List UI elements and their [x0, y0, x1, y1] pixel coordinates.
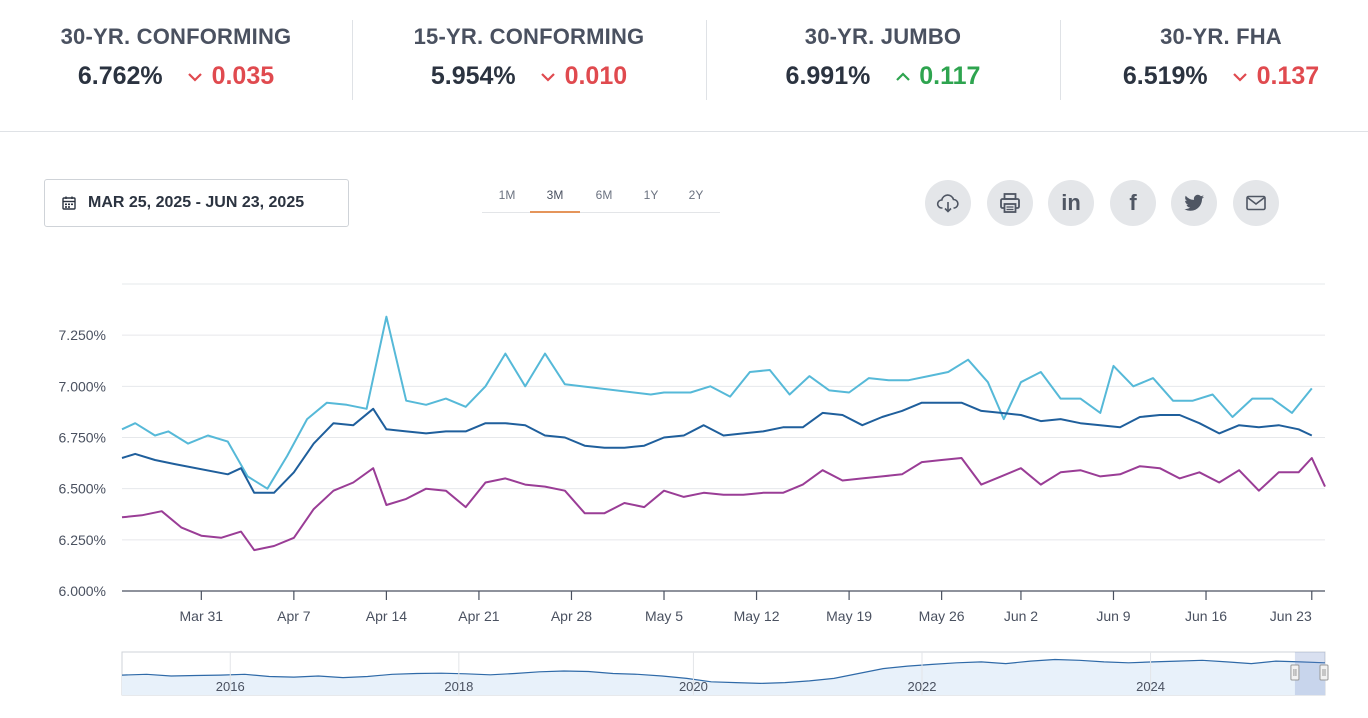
- y-tick-label: 7.250%: [59, 327, 106, 343]
- rate-title: 30-YR. CONFORMING: [60, 24, 292, 49]
- navigator-year-label: 2022: [908, 679, 937, 694]
- linkedin-icon: in: [1061, 190, 1081, 215]
- navigator-area: [122, 659, 1325, 695]
- tab-1m[interactable]: 1M: [498, 188, 516, 202]
- rate-tile-30yr-jumbo[interactable]: 30-YR. JUMBO 6.991% 0.117: [706, 0, 1060, 132]
- mail-icon: [1246, 195, 1266, 211]
- calendar-icon: [62, 196, 76, 210]
- chevron-down-icon: [188, 72, 202, 82]
- period-tabs: 1M 3M 6M 1Y 2Y: [482, 184, 720, 213]
- series-line-1: [121, 315, 1313, 490]
- navigator-year-label: 2020: [679, 679, 708, 694]
- tab-3m[interactable]: 3M: [546, 188, 564, 202]
- chevron-down-icon: [1233, 72, 1247, 82]
- rate-value: 6.519%: [1122, 62, 1208, 90]
- x-tick-label: May 12: [734, 608, 780, 624]
- y-tick-label: 6.750%: [59, 430, 106, 446]
- navigator-year-label: 2024: [1136, 679, 1165, 694]
- x-tick-label: Apr 14: [366, 608, 407, 624]
- chart-grid: [122, 283, 1325, 541]
- chevron-down-icon: [541, 72, 555, 82]
- x-tick-label: Jun 9: [1096, 608, 1130, 624]
- handle-grip[interactable]: [1290, 664, 1300, 681]
- email-button[interactable]: [1233, 180, 1279, 226]
- navigator-year-label: 2016: [216, 679, 245, 694]
- x-tick-label: Apr 7: [277, 608, 311, 624]
- twitter-icon: [1184, 194, 1204, 211]
- rate-tile-30yr-conforming[interactable]: 30-YR. CONFORMING 6.762% 0.035: [0, 0, 352, 132]
- print-icon: [1000, 193, 1020, 213]
- rate-summary-bar: 30-YR. CONFORMING 6.762% 0.035 15-YR. CO…: [0, 0, 1368, 132]
- chevron-up-icon: [896, 71, 910, 81]
- navigator-line: [121, 658, 1326, 685]
- facebook-button[interactable]: f: [1110, 180, 1156, 226]
- x-tick-label: Jun 16: [1185, 608, 1227, 624]
- rate-value: 6.991%: [785, 62, 871, 90]
- handle-grip[interactable]: [1319, 664, 1329, 681]
- rate-title: 15-YR. CONFORMING: [413, 24, 645, 49]
- active-tab-indicator: [530, 211, 580, 213]
- divider: [1060, 20, 1061, 100]
- series-line-3: [121, 457, 1326, 552]
- y-tick-label: 6.000%: [59, 583, 106, 599]
- y-axis: 6.000% 6.250% 6.500% 6.750% 7.000% 7.250%: [59, 327, 106, 599]
- mortgage-rate-chart[interactable]: 6.000% 6.250% 6.500% 6.750% 7.000% 7.250% Mar…: [0, 270, 1368, 718]
- rate-tile-30yr-fha[interactable]: 30-YR. FHA 6.519% 0.137: [1060, 0, 1368, 132]
- x-tick-label: Apr 28: [551, 608, 592, 624]
- x-tick-label: May 5: [645, 608, 683, 624]
- x-tick-label: Jun 23: [1270, 608, 1312, 624]
- rate-title: 30-YR. JUMBO: [804, 24, 962, 49]
- rate-change: 0.137: [1256, 62, 1320, 90]
- rate-change: 0.035: [211, 62, 275, 90]
- x-tick-label: Apr 21: [458, 608, 499, 624]
- x-axis: Mar 31 Apr 7 Apr 14 Apr 21 Apr 28 May 5 May 12…: [122, 590, 1325, 624]
- x-tick-label: May 19: [826, 608, 872, 624]
- rate-title: 30-YR. FHA: [1160, 24, 1282, 49]
- twitter-button[interactable]: [1171, 180, 1217, 226]
- date-range-label: MAR 25, 2025 - JUN 23, 2025: [88, 194, 305, 211]
- navigator-handle[interactable]: [1319, 664, 1329, 681]
- x-tick-label: May 26: [919, 608, 965, 624]
- rate-tile-15yr-conforming[interactable]: 15-YR. CONFORMING 5.954% 0.010: [352, 0, 706, 132]
- rate-value: 5.954%: [430, 62, 516, 90]
- series-line-2: [121, 401, 1313, 494]
- rate-change: 0.117: [919, 62, 981, 90]
- x-tick-label: Jun 2: [1004, 608, 1038, 624]
- print-button[interactable]: [987, 180, 1033, 226]
- rate-change: 0.010: [564, 62, 628, 90]
- y-tick-label: 6.250%: [59, 532, 106, 548]
- tab-6m[interactable]: 6M: [595, 188, 613, 202]
- navigator-handle[interactable]: [1290, 664, 1300, 681]
- linkedin-button[interactable]: in: [1048, 180, 1094, 226]
- facebook-icon: f: [1129, 190, 1137, 215]
- download-button[interactable]: [925, 180, 971, 226]
- navigator-year-label: 2018: [444, 679, 473, 694]
- y-tick-label: 6.500%: [59, 481, 106, 497]
- date-range-picker[interactable]: MAR 25, 2025 - JUN 23, 2025: [44, 179, 349, 227]
- tab-1y[interactable]: 1Y: [643, 188, 659, 202]
- divider: [706, 20, 707, 100]
- cloud-download-icon: [936, 194, 959, 213]
- x-tick-label: Mar 31: [180, 608, 224, 624]
- rate-value: 6.762%: [77, 62, 163, 90]
- chart-series: [121, 315, 1326, 552]
- divider: [352, 20, 353, 100]
- tab-2y[interactable]: 2Y: [688, 188, 704, 202]
- range-navigator[interactable]: 2016 2018 2020 2022 2024: [121, 651, 1329, 696]
- y-tick-label: 7.000%: [59, 378, 106, 394]
